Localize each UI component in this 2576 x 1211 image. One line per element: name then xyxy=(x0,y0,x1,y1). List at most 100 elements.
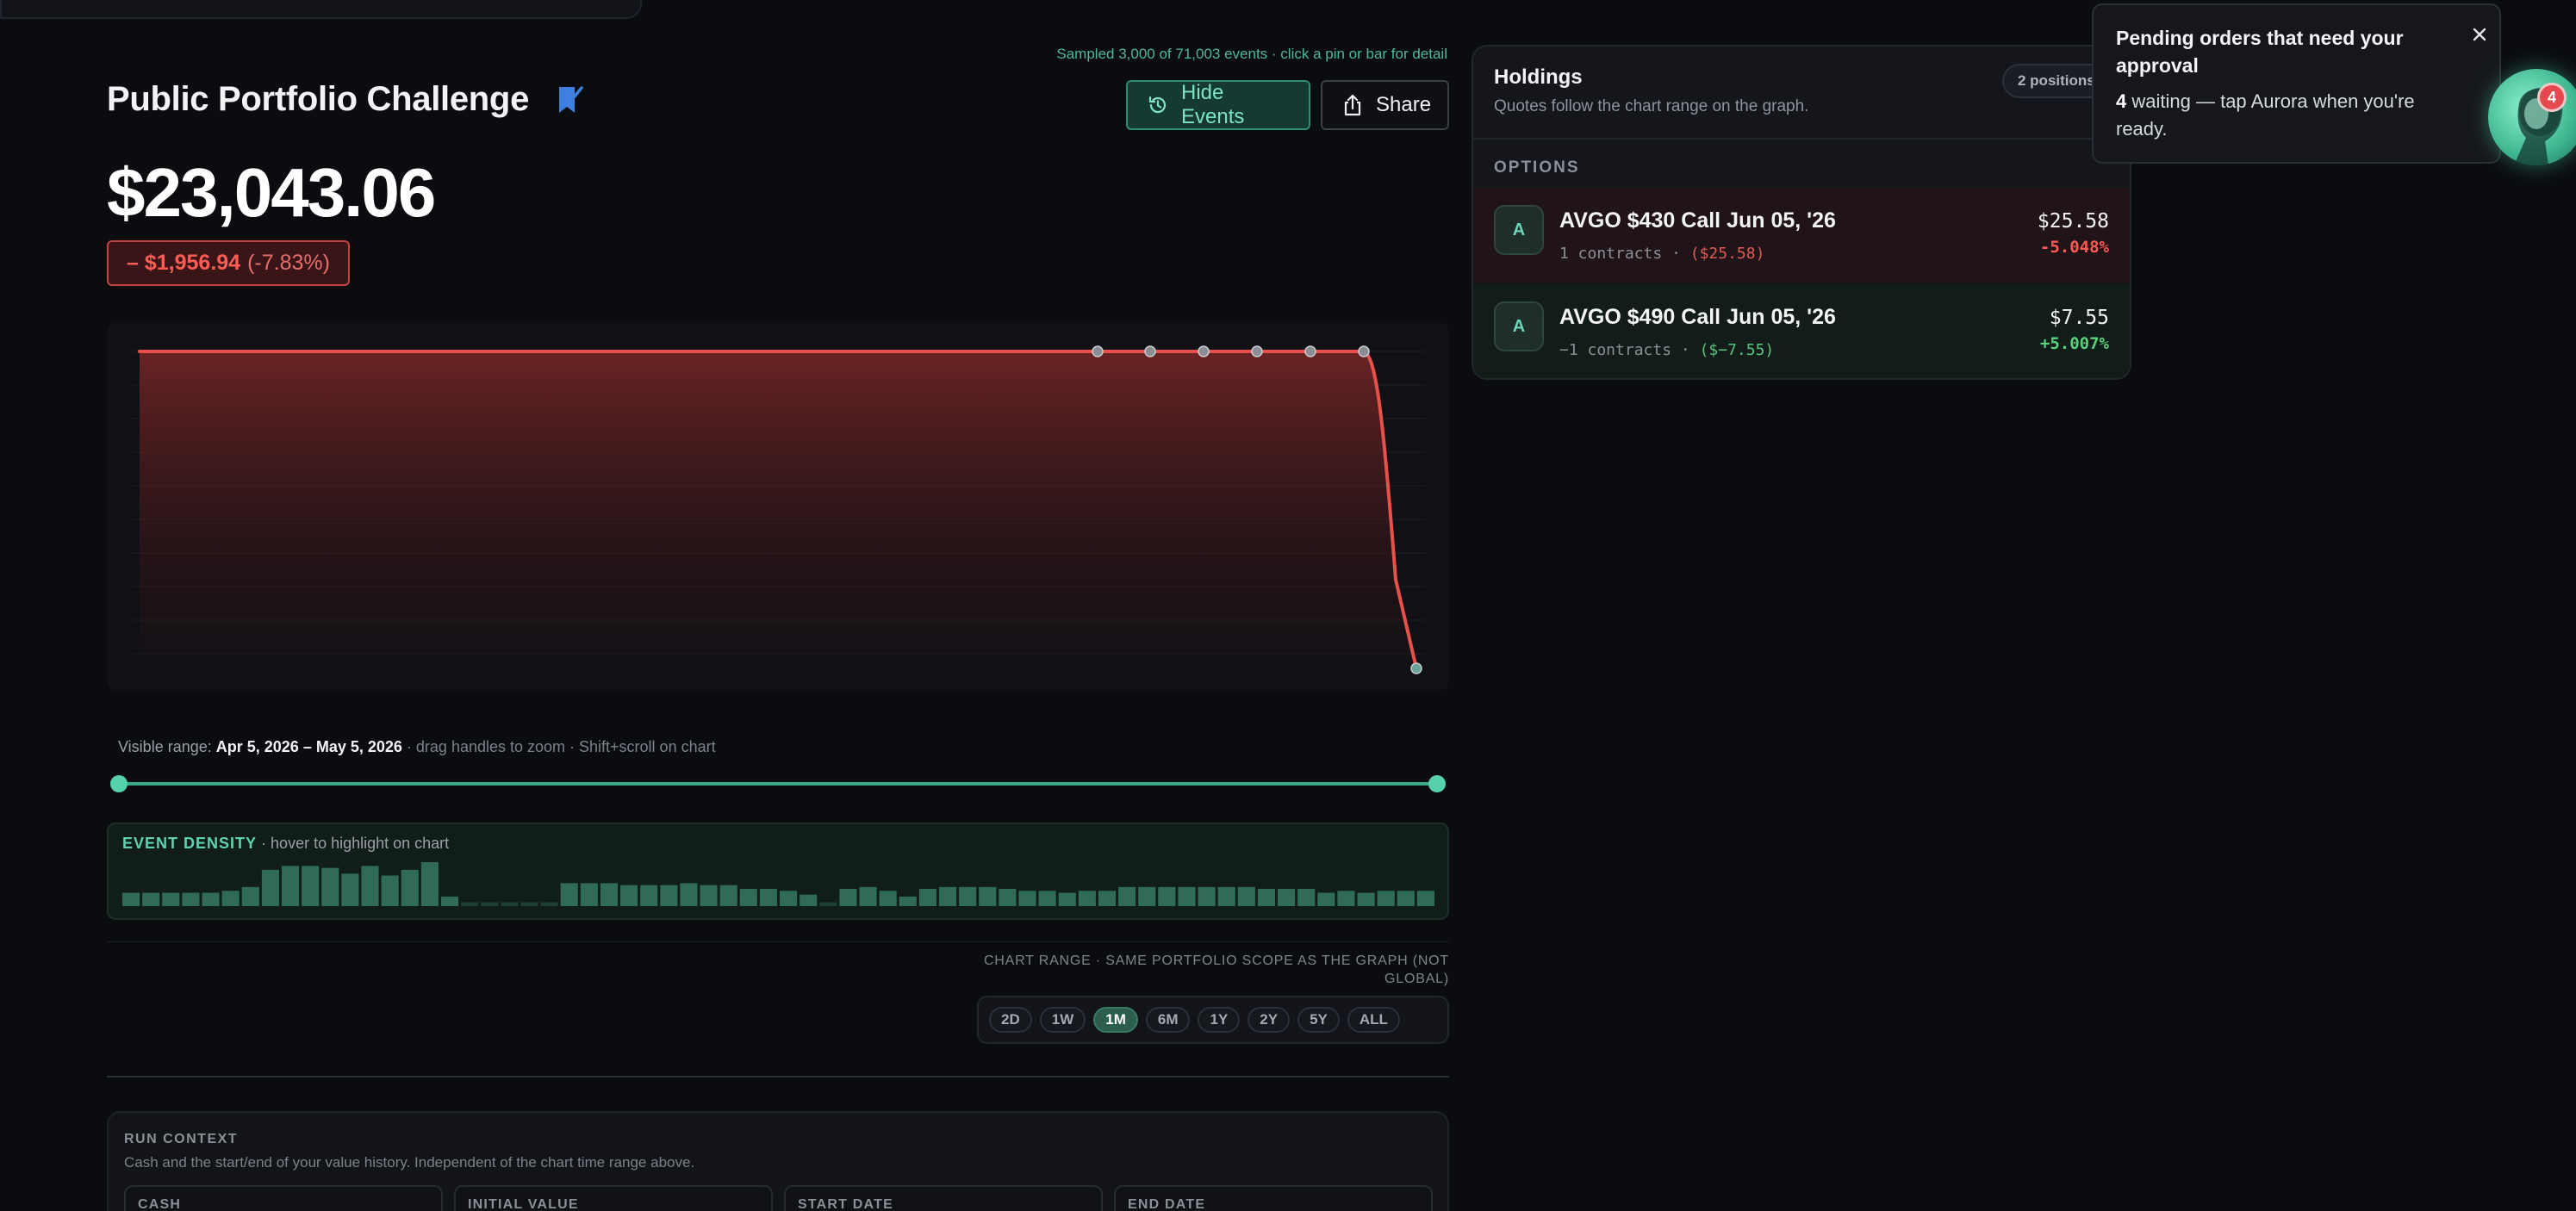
density-bar[interactable] xyxy=(819,902,837,906)
density-bar[interactable] xyxy=(1237,886,1255,906)
density-bar[interactable] xyxy=(899,896,917,906)
density-bar[interactable] xyxy=(1297,889,1316,906)
density-bar[interactable] xyxy=(959,886,977,906)
density-bar[interactable] xyxy=(281,866,300,906)
density-bar[interactable] xyxy=(420,862,439,906)
density-bar[interactable] xyxy=(540,902,558,906)
density-bar[interactable] xyxy=(759,889,777,906)
range-chip-all[interactable]: ALL xyxy=(1347,1007,1400,1033)
density-bar[interactable] xyxy=(381,875,399,906)
range-chip-1m[interactable]: 1M xyxy=(1093,1007,1138,1033)
density-bar[interactable] xyxy=(700,885,718,906)
event-pin xyxy=(1092,345,1104,357)
density-bar[interactable] xyxy=(1058,892,1076,906)
initial-value-field[interactable]: INITIAL VALUE xyxy=(454,1185,773,1211)
event-density-panel[interactable]: EVENT DENSITY · hover to highlight on ch… xyxy=(107,823,1449,920)
density-bar[interactable] xyxy=(1158,886,1176,906)
share-button[interactable]: Share xyxy=(1321,80,1449,130)
density-bar[interactable] xyxy=(660,885,678,906)
density-bar[interactable] xyxy=(202,892,220,906)
density-bar[interactable] xyxy=(520,902,538,906)
event-density-histogram[interactable] xyxy=(122,859,1437,906)
density-bar[interactable] xyxy=(341,873,359,906)
range-slider[interactable] xyxy=(107,773,1449,794)
density-bar[interactable] xyxy=(440,896,459,906)
close-toast-button[interactable] xyxy=(2466,21,2493,48)
density-bar[interactable] xyxy=(680,883,698,906)
pending-orders-toast[interactable]: Pending orders that need your approval 4… xyxy=(2092,3,2501,164)
density-bar[interactable] xyxy=(261,869,279,906)
density-bar[interactable] xyxy=(1397,891,1415,906)
density-bar[interactable] xyxy=(1018,891,1036,906)
density-bar[interactable] xyxy=(879,891,897,906)
density-bar[interactable] xyxy=(1217,886,1235,906)
density-bar[interactable] xyxy=(461,902,479,906)
hide-events-button[interactable]: Hide Events xyxy=(1126,80,1310,130)
density-bar[interactable] xyxy=(640,885,658,906)
density-bar[interactable] xyxy=(321,867,339,906)
end-date-field[interactable]: END DATE xyxy=(1114,1185,1433,1211)
density-bar[interactable] xyxy=(620,885,638,906)
start-date-field[interactable]: START DATE xyxy=(784,1185,1103,1211)
density-bar[interactable] xyxy=(302,866,320,906)
density-bar[interactable] xyxy=(1257,889,1276,906)
density-bar[interactable] xyxy=(600,883,619,906)
event-pin xyxy=(1358,345,1370,357)
range-chip-5y[interactable]: 5Y xyxy=(1297,1007,1340,1033)
density-bar[interactable] xyxy=(241,886,259,906)
density-bar[interactable] xyxy=(1038,891,1056,906)
density-bar[interactable] xyxy=(1138,886,1156,906)
density-bar[interactable] xyxy=(1357,892,1375,906)
slider-handle-start[interactable] xyxy=(110,775,128,792)
density-bar[interactable] xyxy=(780,891,798,906)
range-chip-1y[interactable]: 1Y xyxy=(1198,1007,1241,1033)
range-chip-1w[interactable]: 1W xyxy=(1039,1007,1086,1033)
slider-track[interactable] xyxy=(117,782,1439,786)
cash-field[interactable]: CASH xyxy=(124,1185,443,1211)
density-bar[interactable] xyxy=(142,892,160,906)
share-icon xyxy=(1344,94,1361,116)
density-bar[interactable] xyxy=(719,885,737,906)
holding-row[interactable]: A AVGO $430 Call Jun 05, '26 1 contracts… xyxy=(1473,188,2130,283)
density-bar[interactable] xyxy=(401,869,419,906)
density-bar[interactable] xyxy=(979,886,997,906)
density-bar[interactable] xyxy=(839,889,857,906)
density-bar[interactable] xyxy=(1377,891,1395,906)
density-bar[interactable] xyxy=(1078,891,1096,906)
density-bar[interactable] xyxy=(501,902,519,906)
density-bar[interactable] xyxy=(739,889,757,906)
density-bar[interactable] xyxy=(1317,892,1335,906)
portfolio-chart[interactable] xyxy=(107,321,1449,692)
density-bar[interactable] xyxy=(580,883,598,906)
density-bar[interactable] xyxy=(162,892,180,906)
range-chip-6m[interactable]: 6M xyxy=(1145,1007,1191,1033)
visible-range-label: Visible range: Apr 5, 2026 – May 5, 2026… xyxy=(118,738,716,756)
density-bar[interactable] xyxy=(999,889,1017,906)
bookmark-check-icon[interactable] xyxy=(555,84,584,116)
density-bar[interactable] xyxy=(221,891,240,906)
density-bar[interactable] xyxy=(1098,891,1117,906)
range-chip-2d[interactable]: 2D xyxy=(989,1007,1032,1033)
density-bar[interactable] xyxy=(1178,886,1196,906)
range-chip-2y[interactable]: 2Y xyxy=(1248,1007,1291,1033)
event-pins[interactable] xyxy=(1092,345,1422,674)
density-bar[interactable] xyxy=(859,886,877,906)
chart-svg[interactable] xyxy=(107,321,1449,692)
density-bar[interactable] xyxy=(560,883,578,906)
density-bar[interactable] xyxy=(122,892,140,906)
density-bar[interactable] xyxy=(918,889,936,906)
slider-handle-end[interactable] xyxy=(1428,775,1446,792)
density-bar[interactable] xyxy=(1118,886,1136,906)
density-bar[interactable] xyxy=(361,866,379,906)
density-bar[interactable] xyxy=(800,894,818,906)
density-bar[interactable] xyxy=(1198,886,1216,906)
aurora-assistant-avatar[interactable] xyxy=(2488,69,2576,165)
holding-row[interactable]: A AVGO $490 Call Jun 05, '26 −1 contract… xyxy=(1473,284,2130,378)
density-bar[interactable] xyxy=(182,892,200,906)
density-bar[interactable] xyxy=(1337,891,1355,906)
density-bar[interactable] xyxy=(938,886,957,906)
density-bar[interactable] xyxy=(1278,889,1296,906)
hide-events-label: Hide Events xyxy=(1181,81,1245,128)
density-bar[interactable] xyxy=(1416,891,1434,906)
density-bar[interactable] xyxy=(481,902,499,906)
